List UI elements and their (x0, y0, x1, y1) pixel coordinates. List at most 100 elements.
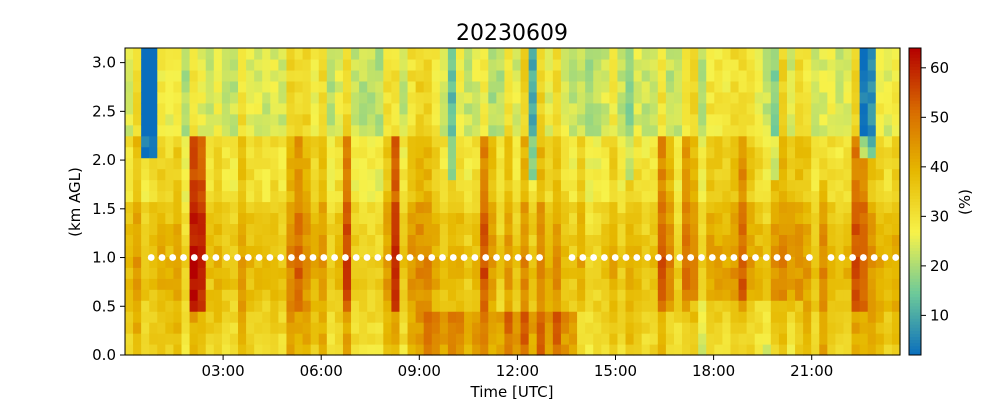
heatmap-cell (512, 135, 522, 148)
heatmap-cell (811, 179, 820, 192)
heatmap-cell (867, 322, 877, 334)
heatmap-cell (262, 267, 271, 279)
heatmap-cell (714, 91, 723, 104)
heatmap-cell (318, 201, 328, 214)
heatmap-cell (585, 48, 594, 60)
heatmap-cell (254, 201, 263, 214)
heatmap-cell (633, 124, 643, 137)
heatmap-cell (706, 124, 715, 137)
heatmap-cell (633, 190, 643, 203)
heatmap-cell (883, 80, 893, 93)
heatmap-cell (439, 300, 449, 312)
heatmap-cell (351, 278, 360, 290)
heatmap-cell (270, 256, 279, 268)
heatmap-cell (480, 48, 489, 60)
heatmap-cell (383, 113, 392, 126)
heatmap-cell (762, 223, 772, 235)
heatmap-cell (778, 300, 788, 312)
heatmap-cell (351, 322, 360, 334)
heatmap-cell (496, 256, 506, 268)
heatmap-cell (238, 344, 247, 356)
heatmap-cell (294, 223, 304, 235)
heatmap-cell (738, 135, 748, 148)
heatmap-cell (254, 190, 263, 203)
heatmap-cell (488, 289, 497, 301)
heatmap-cell (472, 278, 481, 290)
heatmap-cell (851, 278, 861, 290)
heatmap-cell (722, 146, 732, 159)
heatmap-cell (189, 69, 199, 82)
heatmap-cell (213, 322, 223, 334)
heatmap-cell (262, 256, 271, 268)
heatmap-cell (383, 311, 392, 323)
heatmap-cell (351, 190, 360, 203)
heatmap-cell (835, 311, 845, 323)
heatmap-cell (754, 256, 764, 268)
heatmap-cell (625, 223, 635, 235)
heatmap-cell (690, 102, 699, 115)
heatmap-cell (601, 322, 610, 334)
heatmap-cell (536, 168, 546, 181)
heatmap-cell (625, 278, 635, 290)
heatmap-cell (682, 48, 691, 60)
heatmap-cell (439, 234, 449, 246)
colorbar-segment (909, 167, 921, 172)
colorbar-segment (909, 90, 921, 95)
x-axis: 03:00 06:00 09:00 12:00 15:00 18:00 21:00 (201, 355, 833, 380)
heatmap-cell (447, 234, 457, 246)
colorbar-segment (909, 158, 921, 163)
heatmap-cell (262, 135, 271, 148)
heatmap-cell (682, 234, 691, 246)
heatmap-cell (254, 234, 263, 246)
heatmap-cell (149, 311, 158, 323)
heatmap-cell (690, 234, 699, 246)
heatmap-cell (641, 135, 651, 148)
heatmap-cell (786, 146, 796, 159)
heatmap-cell (657, 201, 667, 214)
heatmap-cell (246, 179, 255, 192)
heatmap-cell (625, 333, 635, 345)
heatmap-cell (262, 58, 271, 71)
heatmap-cell (851, 146, 861, 159)
heatmap-cell (601, 58, 610, 71)
heatmap-cell (891, 113, 901, 126)
colorbar-segment (909, 195, 921, 199)
heatmap-cell (246, 48, 255, 60)
heatmap-cell (714, 234, 723, 246)
heatmap-cell (213, 48, 223, 60)
heatmap-cell (133, 190, 142, 203)
heatmap-cell (496, 80, 506, 93)
heatmap-cell (641, 102, 651, 115)
heatmap-cell (552, 256, 562, 268)
heatmap-cell (585, 179, 594, 192)
heatmap-cell (738, 311, 748, 323)
heatmap-cell (334, 113, 344, 126)
heatmap-cell (278, 157, 288, 170)
heatmap-cell (544, 91, 554, 104)
heatmap-cell (262, 311, 271, 323)
heatmap-cell (722, 102, 732, 115)
layer-height-marker (708, 254, 716, 261)
heatmap-cell (238, 278, 247, 290)
heatmap-cell (859, 311, 869, 323)
colorbar-segment (909, 127, 921, 132)
heatmap-cell (585, 311, 594, 323)
heatmap-cell (367, 146, 376, 159)
heatmap-cell (891, 201, 901, 214)
heatmap-cell (213, 179, 223, 192)
heatmap-cell (383, 58, 392, 71)
colorbar-segment (909, 192, 921, 196)
layer-height-marker (881, 254, 889, 261)
heatmap-cell (310, 256, 320, 268)
heatmap-cell (238, 190, 247, 203)
layer-height-marker (719, 254, 727, 261)
heatmap-cell (786, 212, 796, 225)
heatmap-cell (641, 168, 651, 181)
heatmap-cell (262, 80, 271, 93)
heatmap-cell (472, 300, 481, 312)
heatmap-cell (407, 146, 417, 159)
heatmap-cell (472, 234, 481, 246)
heatmap-cell (819, 168, 828, 181)
heatmap-cell (270, 58, 279, 71)
heatmap-cell (746, 168, 756, 181)
